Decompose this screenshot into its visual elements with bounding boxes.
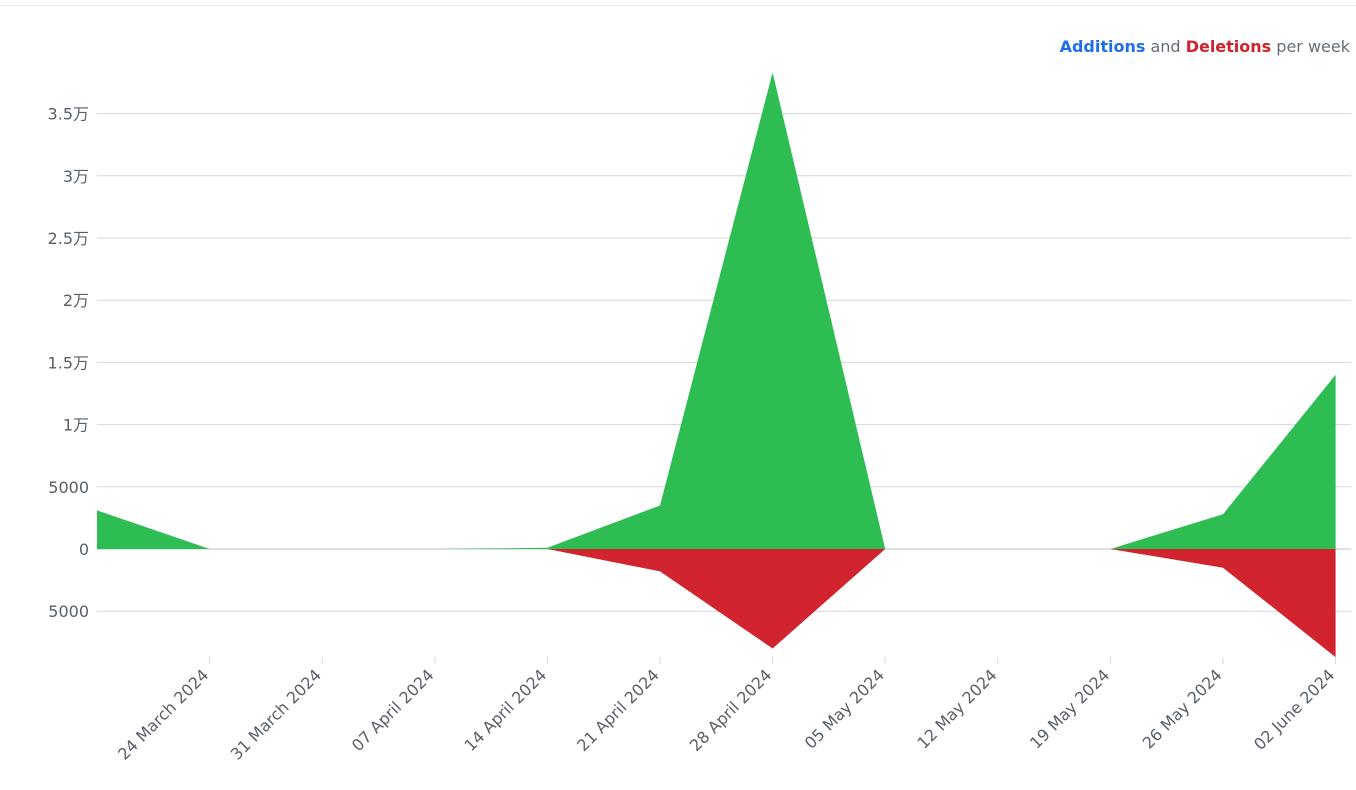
top-divider <box>0 5 1356 6</box>
legend-deletions: Deletions <box>1185 37 1272 56</box>
y-tick-label: 1.5万 <box>48 353 89 372</box>
legend-and: and <box>1150 37 1181 56</box>
y-tick-label: 5000 <box>48 602 89 621</box>
y-tick-label: 0 <box>79 540 89 559</box>
deletions-area <box>97 549 1336 658</box>
y-tick-label: 1万 <box>63 416 89 435</box>
x-tick-label: 31 March 2024 <box>227 665 325 763</box>
x-tick-label: 05 May 2024 <box>801 665 888 752</box>
x-tick-label: 07 April 2024 <box>348 665 438 755</box>
additions-area <box>97 72 1336 549</box>
x-tick-label: 21 April 2024 <box>573 665 663 755</box>
y-tick-label: 5000 <box>48 478 89 497</box>
x-tick-label: 28 April 2024 <box>686 665 776 755</box>
x-tick-label: 14 April 2024 <box>461 665 551 755</box>
y-tick-label: 2万 <box>63 291 89 310</box>
x-tick-label: 26 May 2024 <box>1139 665 1226 752</box>
y-tick-label: 3.5万 <box>48 105 89 124</box>
x-tick-label: 24 March 2024 <box>114 665 212 763</box>
chart-legend: Additions and Deletions per week <box>1060 37 1350 56</box>
x-tick-label: 02 June 2024 <box>1250 665 1338 753</box>
x-tick-label: 12 May 2024 <box>913 665 1000 752</box>
y-tick-label: 3万 <box>63 167 89 186</box>
x-tick-label: 19 May 2024 <box>1026 665 1113 752</box>
legend-suffix: per week <box>1276 37 1350 56</box>
legend-additions: Additions <box>1059 37 1146 56</box>
y-tick-label: 2.5万 <box>48 229 89 248</box>
